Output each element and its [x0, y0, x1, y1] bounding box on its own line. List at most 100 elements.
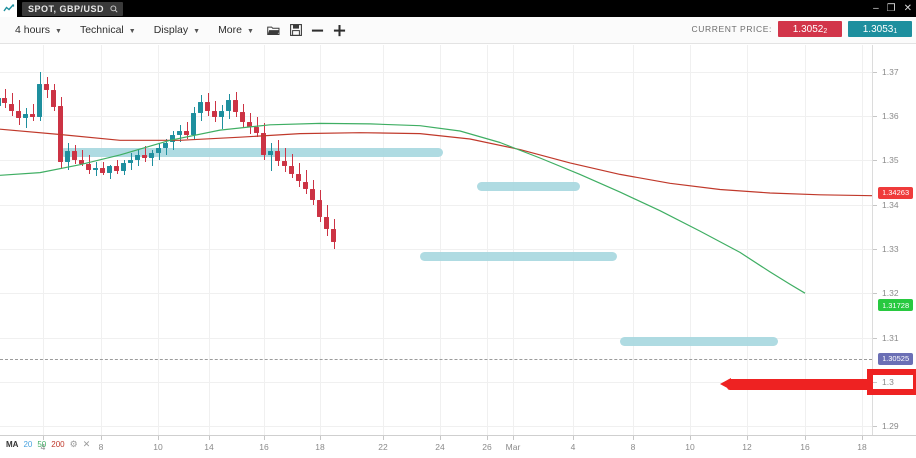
grid-line-vertical: [158, 45, 159, 435]
candle-body[interactable]: [72, 151, 77, 161]
candle-body[interactable]: [261, 132, 266, 155]
candle-body[interactable]: [303, 181, 308, 189]
close-icon[interactable]: ✕: [82, 439, 91, 449]
candle-body[interactable]: [93, 168, 98, 170]
time-tick-label: 16: [259, 442, 269, 452]
bid-price-button[interactable]: 1.3052 2: [778, 21, 842, 37]
candle-body[interactable]: [100, 168, 105, 173]
timeframe-menu[interactable]: 4 hours ▼: [6, 17, 71, 44]
candle-body[interactable]: [184, 130, 189, 135]
chevron-down-icon: ▼: [193, 27, 201, 35]
candle-body[interactable]: [331, 229, 336, 242]
candle-body[interactable]: [65, 151, 70, 162]
candle-body[interactable]: [107, 166, 112, 173]
candle-body[interactable]: [0, 98, 1, 107]
time-tick-label: 10: [153, 442, 163, 452]
chart-plot-area[interactable]: [0, 45, 872, 435]
candle-body[interactable]: [149, 153, 154, 158]
candle-body[interactable]: [191, 113, 196, 135]
time-tick: [43, 436, 44, 440]
title-bar: SPOT, GBP/USD – ❐ ✕: [0, 0, 916, 17]
candle-body[interactable]: [128, 160, 133, 163]
time-tick-label: 8: [630, 442, 636, 452]
candle-body[interactable]: [86, 163, 91, 170]
price-tick-label: 1.36: [882, 110, 899, 121]
time-tick: [513, 436, 514, 440]
ma200-marker[interactable]: 1.34263: [878, 186, 914, 199]
candle-body[interactable]: [289, 165, 294, 174]
zoom-out-icon[interactable]: [307, 17, 329, 44]
grid-line-vertical: [320, 45, 321, 435]
close-icon[interactable]: ✕: [903, 2, 912, 14]
time-axis[interactable]: 4 8 10 14 16 18 22 24 26 Mar 4 8 10 12 16 18: [0, 435, 916, 458]
candle-body[interactable]: [177, 130, 182, 136]
toolbar: 4 hours ▼ Technical ▼ Display ▼ More ▼: [0, 17, 916, 44]
candle-body[interactable]: [219, 110, 224, 117]
candle-body[interactable]: [296, 173, 301, 182]
minimize-icon[interactable]: –: [873, 2, 879, 14]
candle-body[interactable]: [51, 90, 56, 108]
symbol-selector[interactable]: SPOT, GBP/USD: [22, 1, 124, 16]
current-price-label: CURRENT PRICE:: [691, 24, 772, 34]
candle-body[interactable]: [163, 142, 168, 148]
candle-body[interactable]: [114, 166, 119, 171]
candle-body[interactable]: [254, 126, 259, 133]
more-menu[interactable]: More ▼: [209, 17, 263, 44]
zoom-in-icon[interactable]: [329, 17, 351, 44]
candle-body[interactable]: [317, 200, 322, 217]
candle-body[interactable]: [9, 103, 14, 112]
candle-body[interactable]: [212, 110, 217, 117]
candle-body[interactable]: [135, 154, 140, 161]
support-resistance-zone[interactable]: [477, 182, 580, 192]
candle-body[interactable]: [205, 101, 210, 111]
candle-body[interactable]: [156, 147, 161, 154]
time-tick-label: 22: [378, 442, 388, 452]
time-tick: [320, 436, 321, 440]
candle-body[interactable]: [233, 99, 238, 113]
candle-body[interactable]: [2, 98, 7, 104]
candle-body[interactable]: [226, 99, 231, 111]
ask-price-pip: 1: [893, 27, 898, 35]
candle-body[interactable]: [282, 161, 287, 166]
candle-body[interactable]: [310, 188, 315, 201]
candle-body[interactable]: [37, 84, 42, 117]
last-price-marker[interactable]: 1.30525: [878, 352, 914, 365]
candle-body[interactable]: [23, 114, 28, 118]
grid-line-horizontal: [0, 293, 872, 295]
moving-average-lines: [0, 122, 872, 294]
ma50-marker[interactable]: 1.31728: [878, 299, 914, 312]
candle-body[interactable]: [247, 122, 252, 127]
candle-body[interactable]: [268, 151, 273, 155]
price-axis[interactable]: 1.37 1.36 1.35 1.34 1.33 1.32 1.31 1.3 1.29 1.342…: [867, 45, 916, 435]
time-tick: [690, 436, 691, 440]
technical-menu[interactable]: Technical ▼: [71, 17, 145, 44]
time-tick-label: 26: [482, 442, 492, 452]
candle-body[interactable]: [79, 160, 84, 164]
candle-body[interactable]: [170, 135, 175, 143]
annotation-level-marker: [867, 368, 916, 395]
candle-body[interactable]: [275, 151, 280, 162]
candle-body[interactable]: [58, 106, 63, 162]
time-tick: [747, 436, 748, 440]
display-label: Display: [153, 24, 189, 36]
search-icon[interactable]: [110, 4, 118, 13]
candle-body[interactable]: [240, 112, 245, 123]
time-tick: [209, 436, 210, 440]
candle-body[interactable]: [142, 154, 147, 158]
candle-body[interactable]: [30, 114, 35, 117]
candle-body[interactable]: [324, 216, 329, 230]
time-tick: [440, 436, 441, 440]
gear-icon[interactable]: ⚙: [69, 439, 78, 449]
support-resistance-zone[interactable]: [420, 251, 617, 261]
support-resistance-zone[interactable]: [620, 336, 778, 346]
support-resistance-zone[interactable]: [60, 147, 443, 157]
candle-body[interactable]: [44, 84, 49, 91]
save-icon[interactable]: [285, 17, 307, 44]
display-menu[interactable]: Display ▼: [145, 17, 209, 44]
restore-icon[interactable]: ❐: [886, 2, 896, 14]
candle-body[interactable]: [121, 162, 126, 171]
candle-body[interactable]: [16, 110, 21, 118]
open-folder-icon[interactable]: [263, 17, 285, 44]
ask-price-button[interactable]: 1.3053 1: [848, 21, 912, 37]
candle-body[interactable]: [198, 101, 203, 114]
